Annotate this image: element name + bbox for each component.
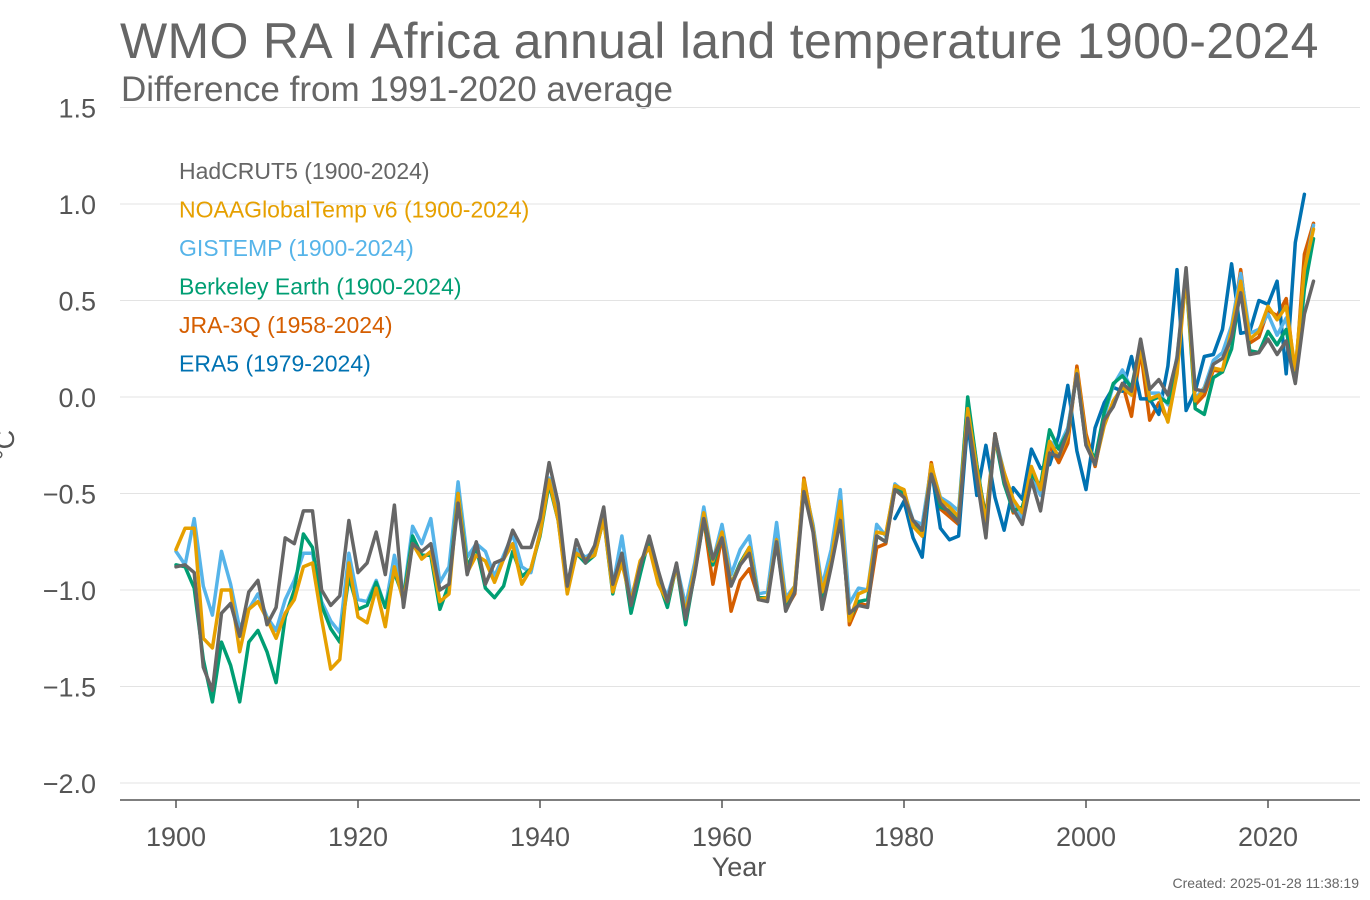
chart-title: WMO RA I Africa annual land temperature … [120,13,1319,69]
series-lines [174,192,1316,704]
y-tick-label: −1.0 [43,576,96,606]
legend-entry: Berkeley Earth (1900-2024) [179,274,462,300]
chart-subtitle: Difference from 1991-2020 average [121,70,673,109]
y-tick-labels: 1.5 1.0 0.5 0.0 −0.5 −1.0 −1.5 −2.0 [43,94,96,800]
x-tick-labels: 1900 1920 1940 1960 1980 2000 2020 [146,822,1298,852]
series-line-era5 [893,192,1307,559]
legend-entry: GISTEMP (1900-2024) [179,235,414,261]
legend-entry: HadCRUT5 (1900-2024) [179,158,430,184]
x-tick-label: 1940 [510,822,570,852]
x-tick-label: 1920 [328,822,388,852]
y-axis-label: °C [0,430,20,460]
y-tick-label: 1.5 [58,94,96,124]
series-line-gistemp [174,223,1316,635]
y-tick-label: 1.0 [58,190,96,220]
x-tick-label: 2000 [1056,822,1116,852]
x-tick-label: 2020 [1238,822,1298,852]
x-tick-label: 1980 [874,822,934,852]
series-line-berkeley-earth [174,236,1316,704]
x-tick-label: 1960 [692,822,752,852]
x-axis [120,799,1360,808]
legend-entry: NOAAGlobalTemp v6 (1900-2024) [179,197,529,223]
y-tick-label: −1.5 [43,673,96,703]
legend-entry: JRA-3Q (1958-2024) [179,312,393,338]
x-tick-label: 1900 [146,822,206,852]
series-line-noaaglobaltemp-v6 [174,227,1316,671]
y-tick-label: −2.0 [43,769,96,799]
y-tick-label: −0.5 [43,480,96,510]
x-axis-label: Year [712,852,767,882]
legend: HadCRUT5 (1900-2024) NOAAGlobalTemp v6 (1… [179,158,529,377]
legend-entry: ERA5 (1979-2024) [179,351,371,377]
y-tick-label: 0.5 [58,287,96,317]
y-tick-label: 0.0 [58,383,96,413]
created-timestamp: Created: 2025-01-28 11:38:19 [1172,875,1359,891]
series-line-hadcrut5 [174,265,1316,693]
